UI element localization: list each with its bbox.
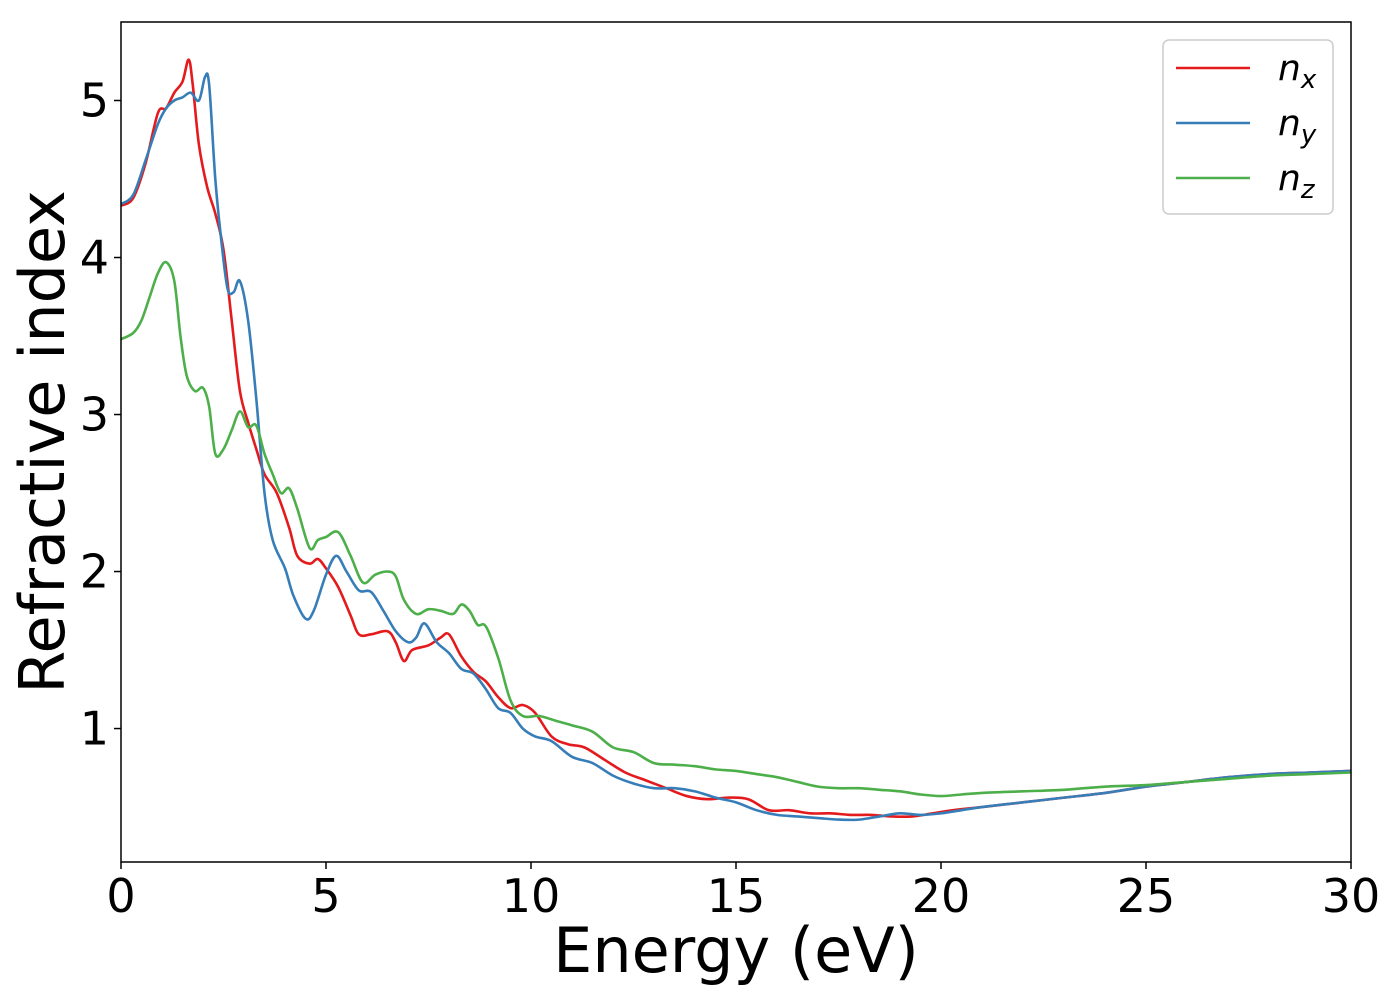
- y-tick-label: 4: [80, 231, 109, 285]
- legend-label-ny: ny: [1278, 103, 1317, 150]
- legend-box: [1162, 39, 1334, 215]
- series-layer: [121, 58, 1351, 822]
- y-tick-label: 2: [80, 545, 109, 599]
- x-tick-label: 5: [311, 869, 340, 923]
- x-tick-label: 20: [912, 869, 971, 923]
- y-tick-label: 3: [80, 388, 109, 442]
- y-tick-label: 1: [80, 702, 109, 756]
- x-tick-label: 15: [707, 869, 766, 923]
- legend-label-nz: nz: [1278, 158, 1316, 205]
- x-axis-title: Energy (eV): [553, 914, 919, 987]
- y-tick-label: 5: [80, 74, 109, 128]
- series-line-nz: [121, 260, 1351, 798]
- x-tick-label: 25: [1117, 869, 1176, 923]
- legend-label-nx: nx: [1278, 48, 1317, 95]
- series-line-ny: [121, 72, 1351, 822]
- x-tick-label: 10: [502, 869, 561, 923]
- x-tick-label: 0: [106, 869, 135, 923]
- legend-items: nx ny nz: [1176, 48, 1317, 205]
- x-tick-label: 30: [1322, 869, 1381, 923]
- y-axis-title: Refractive index: [6, 190, 79, 694]
- ticks-layer: 0 5 10 15 20 25 30 1 2 3 4 5: [80, 74, 1381, 923]
- legend: nx ny nz: [1162, 39, 1334, 215]
